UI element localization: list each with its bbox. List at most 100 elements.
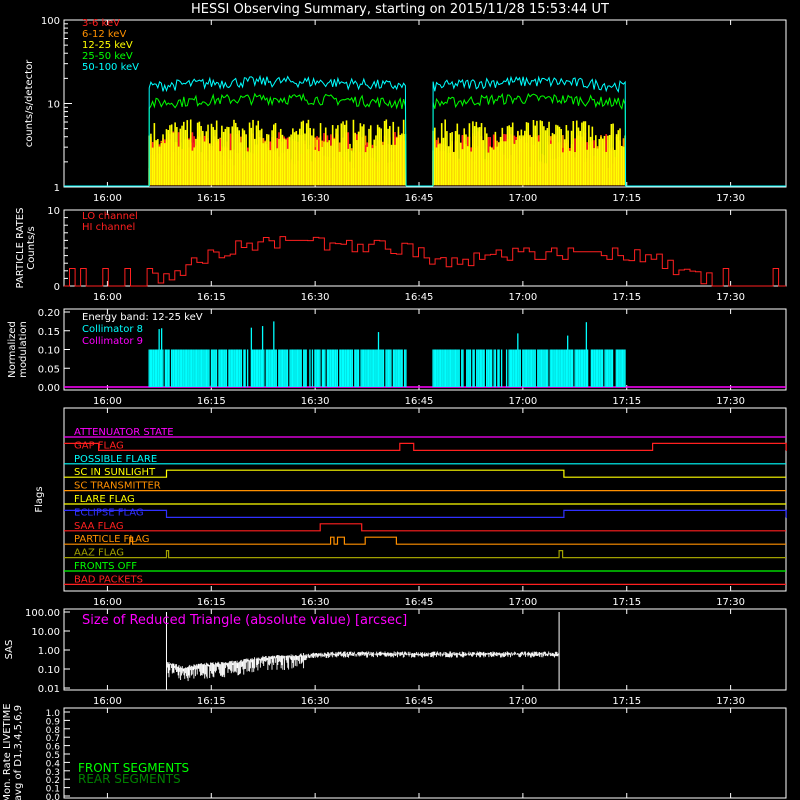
count-legend-0: 3-6 keV: [82, 18, 120, 29]
flag-label-4: SC TRANSMITTER: [74, 481, 161, 492]
flags-ylabel: Flags: [34, 486, 45, 512]
y-tick-label: 0.0: [46, 793, 61, 800]
y-tick-label: 0.5: [46, 751, 60, 761]
x-tick-label: 17:00: [508, 193, 537, 204]
flag-label-11: BAD PACKETS: [74, 574, 143, 585]
y-tick-label: 10: [47, 206, 60, 217]
count-legend-4: 50-100 keV: [82, 62, 139, 73]
x-tick-label: 17:15: [612, 292, 641, 303]
flag-label-1: GAP FLAG: [74, 440, 124, 451]
flag-label-6: ECLIPSE FLAG: [74, 507, 144, 518]
x-tick-label: 17:15: [612, 696, 641, 707]
count-series-line: [148, 92, 407, 187]
x-tick-label: 17:00: [508, 396, 537, 407]
y-tick-label: 1.0: [46, 709, 61, 719]
sas-annotation: Size of Reduced Triangle (absolute value…: [82, 613, 407, 628]
x-tick-label: 16:15: [197, 696, 226, 707]
count-legend-1: 6-12 keV: [82, 29, 126, 40]
x-tick-label: 17:15: [612, 193, 641, 204]
x-tick-label: 16:45: [405, 597, 434, 608]
y-tick-label: 1: [54, 183, 60, 194]
y-tick-label: 0.3: [46, 768, 60, 778]
modulation-legend-1: Collimator 9: [82, 336, 143, 347]
y-tick-label: 0.9: [46, 717, 61, 727]
livetime-ylabel: Mon. Rate LIVETIME: [2, 703, 13, 800]
x-tick-label: 16:00: [93, 696, 122, 707]
flags-panel-frame: [63, 407, 787, 592]
particle-ylabel: Counts/s: [26, 226, 37, 270]
flag-line-7: [64, 523, 786, 532]
livetime-legend-0: FRONT SEGMENTS: [78, 761, 189, 775]
y-tick-label: 0.05: [38, 364, 60, 375]
particle-ylabel: PARTICLE RATES: [15, 208, 26, 289]
x-tick-label: 17:00: [508, 292, 537, 303]
y-tick-label: 10: [47, 100, 60, 111]
flag-line-3: [64, 469, 786, 478]
x-tick-label: 17:30: [716, 292, 745, 303]
flag-line-1: [64, 442, 787, 451]
flag-label-0: ATTENUATOR STATE: [74, 427, 174, 438]
y-tick-label: 1.00: [38, 646, 60, 657]
x-tick-label: 17:30: [716, 193, 745, 204]
livetime-panel-frame: [63, 707, 787, 799]
modulation-legend-0: Collimator 8: [82, 324, 143, 335]
y-tick-label: 0: [54, 282, 60, 293]
flag-label-7: SAA FLAG: [74, 521, 124, 532]
x-tick-label: 16:00: [93, 193, 122, 204]
livetime-legend-1: REAR SEGMENTS: [78, 772, 181, 786]
sas-ylabel: SAS: [4, 640, 15, 660]
flag-line-8: [64, 536, 786, 545]
x-tick-label: 16:45: [405, 292, 434, 303]
livetime-ylabel: avg of D1,3,4,5,6,9: [13, 705, 24, 800]
y-tick-label: 100.00: [25, 608, 60, 619]
x-tick-label: 16:00: [93, 597, 122, 608]
x-tick-label: 16:00: [93, 396, 122, 407]
y-tick-label: 0.10: [38, 346, 60, 357]
y-tick-label: 0.6: [46, 743, 61, 753]
modulation-annotation: Energy band: 12-25 keV: [82, 312, 203, 323]
x-tick-label: 17:30: [716, 396, 745, 407]
y-tick-label: 100: [41, 16, 60, 27]
flag-label-8: PARTICLE FLAG: [74, 534, 150, 545]
flag-label-9: AAZ FLAG: [74, 548, 124, 559]
x-tick-label: 16:30: [301, 597, 330, 608]
count-series-line: [432, 75, 627, 187]
x-tick-label: 16:15: [197, 193, 226, 204]
x-tick-label: 16:15: [197, 292, 226, 303]
flag-line-6: [64, 509, 787, 519]
x-tick-label: 16:30: [301, 396, 330, 407]
flag-label-3: SC IN SUNLIGHT: [74, 467, 156, 478]
y-tick-label: 0.00: [38, 383, 60, 394]
flag-line-9: [64, 549, 786, 559]
particle-legend-1: HI channel: [82, 222, 135, 233]
y-tick-label: 0.1: [46, 785, 60, 795]
count-legend-2: 12-25 keV: [82, 40, 133, 51]
count-series-line: [148, 74, 407, 187]
y-tick-label: 0.10: [38, 665, 60, 676]
count-ylabel: counts/s/detector: [24, 59, 35, 147]
particle-legend-0: LO channel: [82, 211, 138, 222]
count-legend-3: 25-50 keV: [82, 51, 133, 62]
x-tick-label: 16:45: [405, 396, 434, 407]
x-tick-label: 16:30: [301, 696, 330, 707]
x-tick-label: 16:45: [405, 193, 434, 204]
y-tick-label: 10.00: [31, 627, 60, 638]
x-tick-label: 16:15: [197, 597, 226, 608]
x-tick-label: 16:00: [93, 292, 122, 303]
y-tick-label: 0.01: [38, 684, 60, 695]
x-tick-label: 17:15: [612, 597, 641, 608]
x-tick-label: 17:30: [716, 696, 745, 707]
modulation-ylabel: modulation: [18, 321, 29, 378]
y-tick-label: 0.8: [46, 726, 61, 736]
y-tick-label: 0.7: [46, 734, 60, 744]
y-tick-label: 0.2: [46, 776, 60, 786]
y-tick-label: 0.20: [38, 308, 60, 319]
x-tick-label: 16:30: [301, 292, 330, 303]
x-tick-label: 17:15: [612, 396, 641, 407]
x-tick-label: 16:15: [197, 396, 226, 407]
x-tick-label: 16:45: [405, 696, 434, 707]
count-series-line: [432, 92, 627, 187]
y-tick-label: 0.15: [38, 327, 60, 338]
x-tick-label: 16:30: [301, 193, 330, 204]
